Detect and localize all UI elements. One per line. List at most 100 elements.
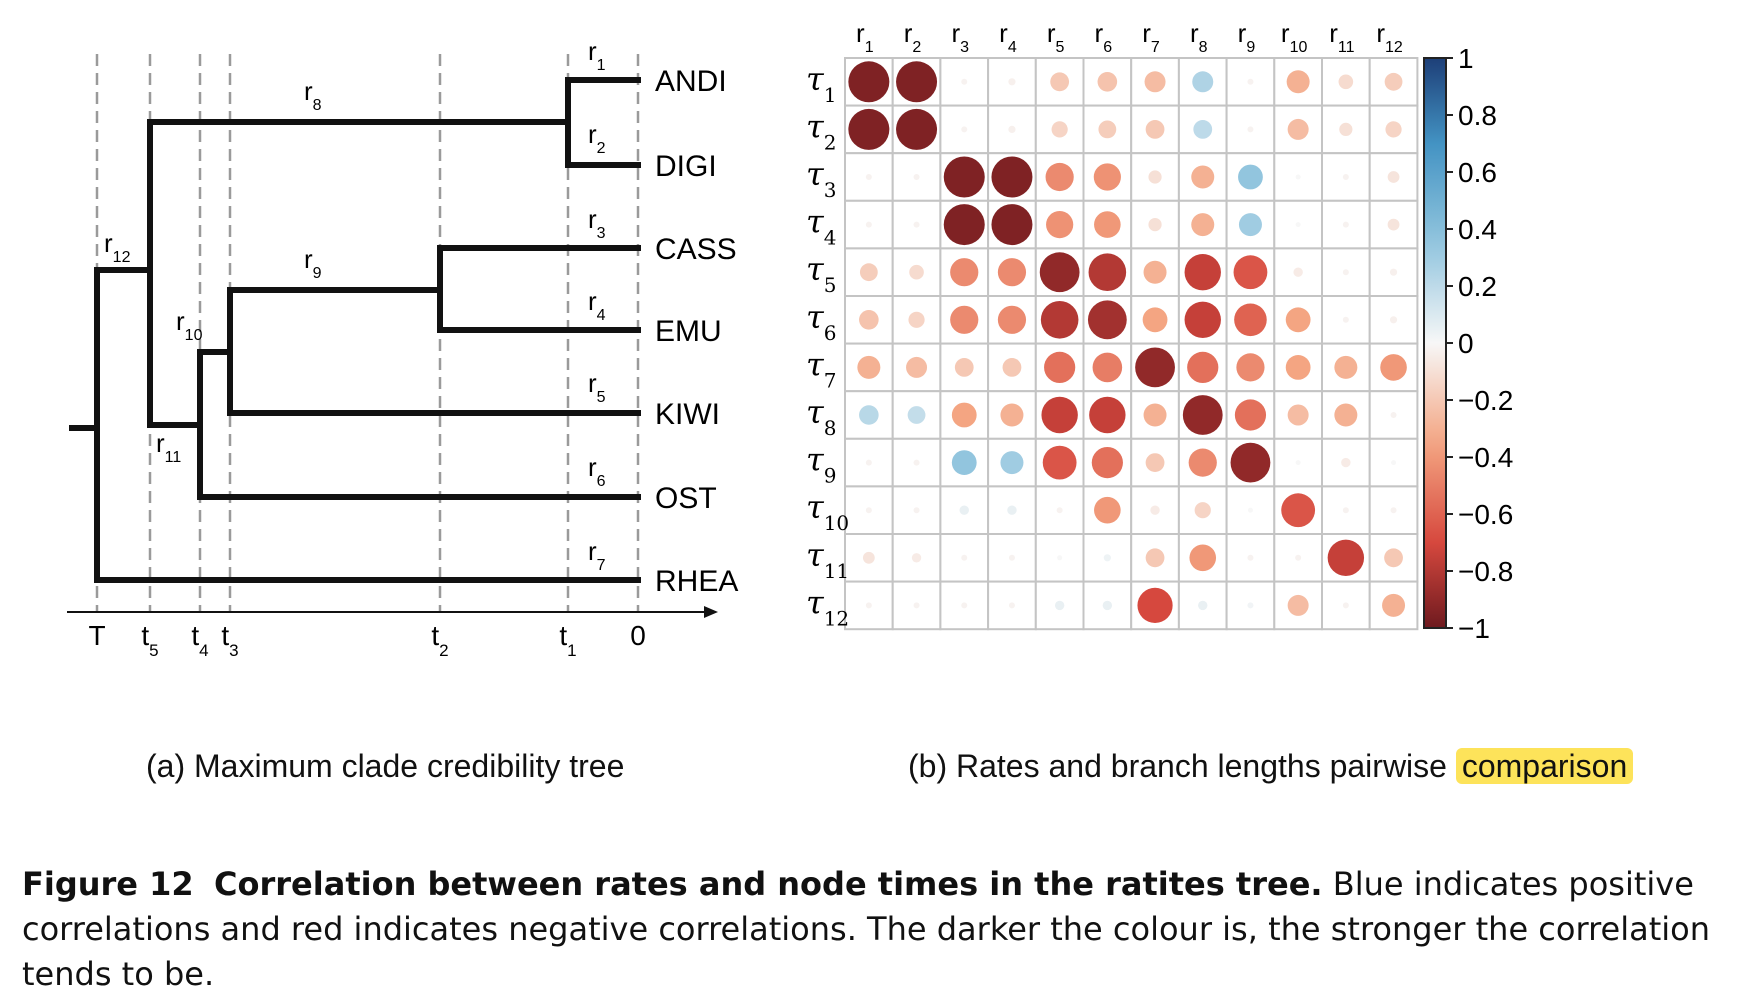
correlation-point: [997, 258, 1027, 287]
panel-b-caption-highlight: comparison: [1455, 748, 1634, 784]
correlation-point: [907, 406, 926, 424]
row-label: τ4: [806, 203, 836, 250]
correlation-point: [1285, 307, 1311, 333]
correlation-point: [1137, 587, 1173, 624]
correlation-point: [959, 505, 969, 515]
correlation-point: [954, 358, 974, 377]
correlation-point: [1342, 221, 1349, 228]
correlation-point: [911, 553, 922, 563]
column-label-subscript: 10: [1290, 39, 1308, 56]
row-label-subscript: 11: [824, 559, 849, 583]
row-label-letter: τ: [806, 393, 825, 431]
correlation-point: [1342, 174, 1349, 180]
row-label-subscript: 6: [824, 321, 837, 345]
correlation-point: [1093, 163, 1121, 191]
branch-rate-label-subscript: 1: [597, 57, 606, 74]
branch-rate-label: r7: [588, 536, 606, 574]
figure-caption: Figure 12 Correlation between rates and …: [22, 862, 1752, 997]
row-label-subscript: 4: [824, 226, 837, 250]
correlation-point: [1143, 403, 1167, 427]
panel-a-caption: (a) Maximum clade credibility tree: [146, 748, 625, 784]
column-label: r7: [1142, 18, 1160, 56]
time-tick-label-letter: t: [221, 620, 229, 651]
matrix-cell: [1177, 104, 1228, 155]
row-label-letter: τ: [806, 60, 825, 98]
row-label-letter: τ: [806, 583, 825, 621]
time-tick-label-subscript: 5: [149, 641, 158, 660]
row-label: τ7: [806, 345, 836, 392]
correlation-point: [1339, 122, 1353, 136]
branch-rate-label-letter: r: [588, 119, 597, 149]
correlation-point: [859, 263, 878, 282]
correlation-point: [1341, 457, 1351, 468]
correlation-point: [1338, 74, 1354, 90]
correlation-point: [1008, 125, 1016, 133]
correlation-point: [913, 459, 920, 466]
correlation-point: [1390, 507, 1397, 514]
correlation-point: [1097, 72, 1118, 92]
branch-rate-label: r3: [588, 204, 606, 242]
colorbar-tick-label: 0.8: [1458, 100, 1497, 131]
branch-rate-label: r9: [304, 244, 322, 282]
colorbar-tick-label: 0.2: [1458, 271, 1497, 302]
correlation-point: [1102, 600, 1113, 611]
branch-rate-label-letter: r: [588, 204, 597, 234]
colorbar-tick-label: −0.4: [1458, 442, 1513, 473]
correlation-point: [862, 551, 875, 564]
correlation-point: [1056, 507, 1063, 514]
row-label-subscript: 5: [824, 273, 837, 297]
correlation-point: [1387, 218, 1400, 231]
branch-rate-label-subscript: 10: [185, 327, 203, 344]
matrix-cell: [939, 57, 990, 107]
matrix-cell: [1177, 57, 1228, 107]
correlation-point: [1091, 447, 1123, 479]
branch-rate-label-subscript: 7: [597, 557, 606, 574]
correlation-point: [1092, 352, 1123, 383]
correlation-point: [1247, 602, 1254, 609]
column-label: r1: [856, 18, 874, 56]
correlation-point: [961, 126, 968, 133]
correlation-point: [1286, 70, 1310, 94]
time-tick-label: t3: [221, 620, 238, 660]
correlation-point: [1042, 445, 1077, 480]
correlation-point: [1094, 211, 1121, 238]
time-tick-label-letter: t: [141, 620, 149, 651]
column-label-subscript: 3: [960, 39, 969, 56]
correlation-point: [1000, 403, 1024, 427]
correlation-point: [909, 264, 924, 280]
column-label: r6: [1095, 18, 1113, 56]
colorbar-tick-label: −1: [1458, 613, 1490, 644]
correlation-point: [865, 602, 872, 609]
time-tick-label: 0: [630, 620, 646, 651]
correlation-point: [848, 108, 890, 150]
colorbar-bar: [1423, 57, 1447, 629]
correlation-point: [1236, 353, 1265, 382]
row-label-letter: τ: [806, 488, 825, 526]
correlation-point: [1247, 554, 1254, 561]
correlation-point: [1142, 307, 1168, 333]
branch-rate-label: r5: [588, 368, 606, 406]
correlation-point: [1187, 351, 1219, 383]
column-label-letter: r: [1190, 18, 1199, 48]
column-label-letter: r: [951, 18, 960, 48]
branch-rate-label-letter: r: [588, 36, 597, 66]
taxon-label: CASS: [655, 233, 737, 266]
correlation-point: [1287, 404, 1309, 426]
branch-rate-label-subscript: 11: [165, 449, 182, 466]
row-label: τ2: [806, 107, 836, 154]
correlation-point: [961, 554, 968, 561]
colorbar-tick-label: 0.6: [1458, 157, 1497, 188]
branch-rate-label: r8: [304, 76, 322, 114]
correlation-point: [1384, 72, 1403, 91]
correlation-matrix: r1 r2 r3 r4 r5 r6 r7 r8 r9 r10 r11 r12τ1τ2τ3τ4τ5τ6τ…: [806, 18, 1419, 631]
row-label: τ6: [806, 298, 836, 345]
correlation-point: [1098, 120, 1117, 139]
branch-rate-label-subscript: 9: [313, 265, 322, 282]
correlation-point: [1327, 539, 1365, 576]
figure-caption-text: Blue indicates positive correlations and…: [22, 865, 1710, 993]
correlation-point: [997, 305, 1027, 334]
row-label-letter: τ: [806, 298, 825, 336]
matrix-cell: [987, 580, 1037, 631]
column-label-letter: r: [1281, 18, 1290, 48]
column-label-letter: r: [904, 18, 913, 48]
